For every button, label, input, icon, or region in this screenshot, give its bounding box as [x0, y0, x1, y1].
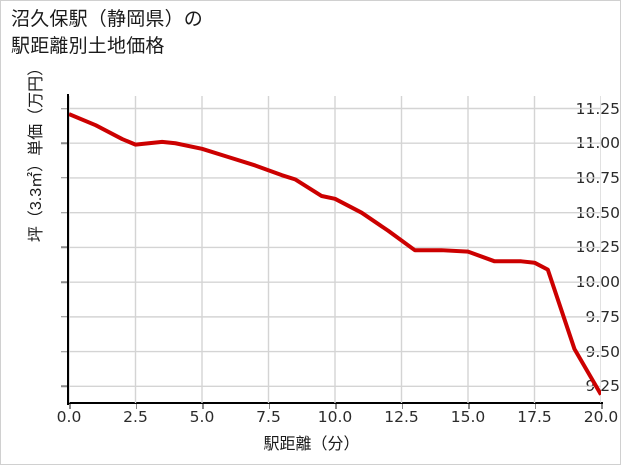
y-axis-spine: [67, 94, 70, 405]
x-tick-mark: [601, 404, 603, 409]
y-tick-mark: [61, 350, 67, 353]
x-tick-mark: [534, 404, 536, 409]
data-line-series-0: [69, 112, 601, 396]
x-tick-label: 17.5: [517, 408, 552, 426]
x-tick-label: 15.0: [450, 408, 486, 426]
y-tick-mark: [61, 385, 67, 388]
chart-title: 沼久保駅（静岡県）の 駅距離別土地価格: [11, 9, 204, 57]
x-tick-label: 12.5: [384, 408, 419, 426]
y-tick-mark: [61, 107, 67, 110]
y-tick-mark: [61, 281, 67, 283]
x-tick-mark: [268, 404, 270, 409]
x-tick-mark: [202, 404, 204, 409]
x-tick-label: 0.0: [56, 408, 82, 426]
x-tick-mark: [468, 404, 470, 409]
y-tick-label: 9.50: [585, 342, 620, 361]
plot-svg: [69, 96, 601, 403]
x-tick-label: 2.5: [123, 408, 148, 426]
x-tick-label: 10.0: [317, 408, 353, 426]
x-axis-spine: [67, 402, 603, 405]
x-tick-mark: [335, 404, 337, 409]
x-tick-mark: [135, 404, 137, 409]
x-tick-label: 20.0: [583, 408, 619, 426]
y-tick-mark: [61, 142, 67, 144]
x-tick-label: 5.0: [189, 408, 215, 426]
y-tick-mark: [61, 211, 67, 214]
y-tick-mark: [61, 246, 67, 249]
y-axis-label-wrapper: 坪（3.3㎡）単価（万円）: [22, 1, 46, 301]
x-tick-mark: [401, 404, 403, 409]
x-tick-mark: [69, 404, 71, 409]
y-tick-label: 9.75: [585, 307, 620, 326]
y-axis-label: 坪（3.3㎡）単価（万円）: [28, 59, 45, 243]
plot-area: [69, 96, 601, 403]
y-tick-mark: [61, 177, 67, 179]
x-tick-label: 7.5: [256, 408, 281, 426]
x-axis-label: 駅距離（分）: [263, 436, 360, 453]
y-tick-mark: [61, 316, 67, 318]
